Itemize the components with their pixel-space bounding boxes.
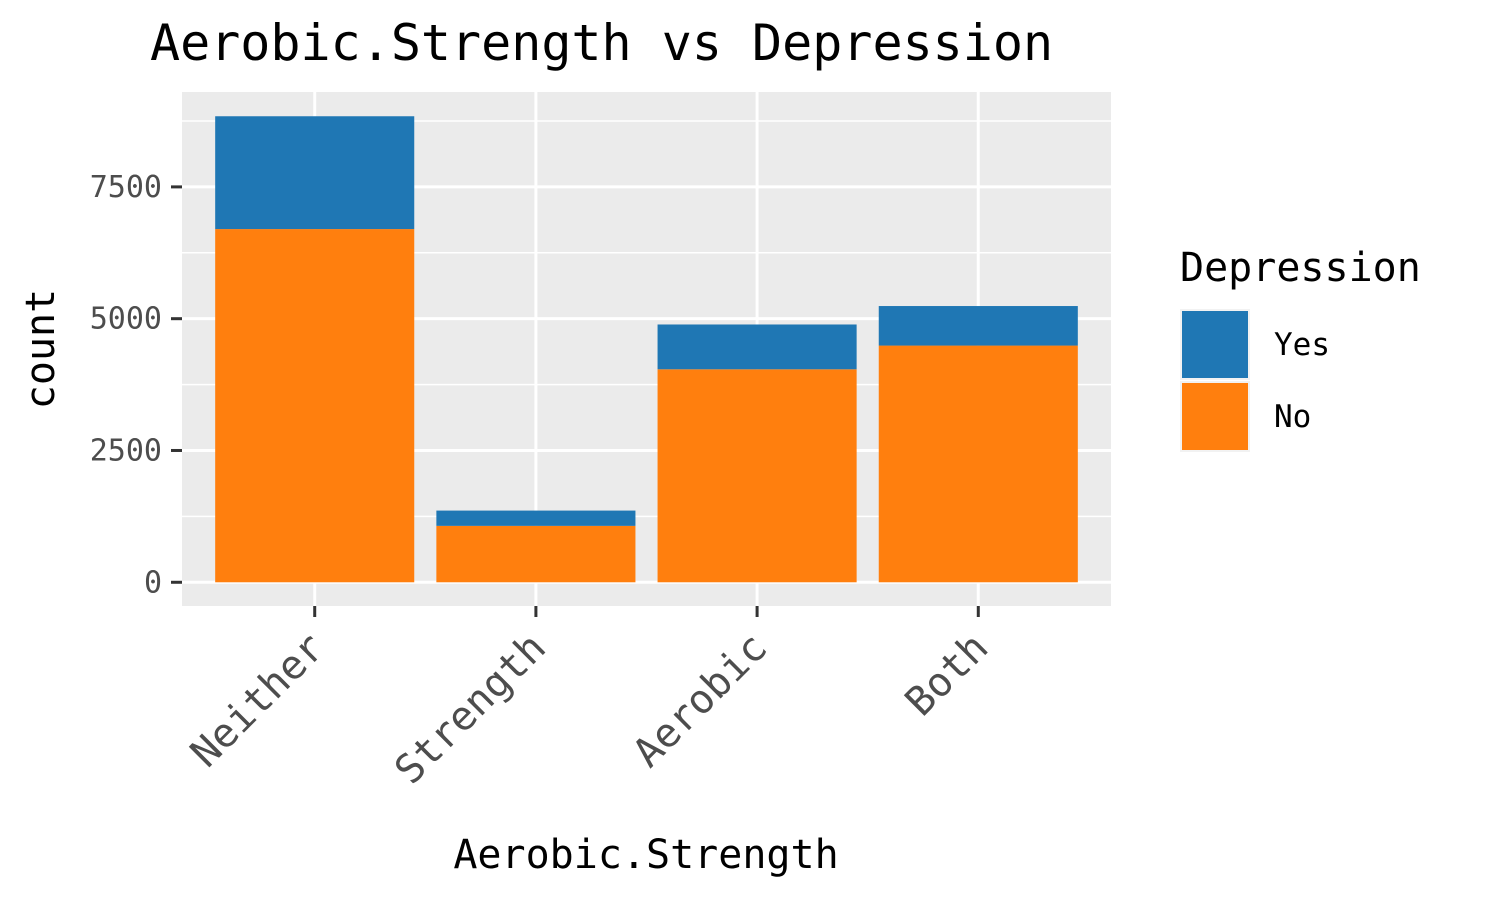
legend-label-no: No bbox=[1274, 399, 1311, 435]
y-tick-label: 7500 bbox=[90, 170, 162, 205]
bar-both-no bbox=[878, 345, 1078, 583]
x-axis-title: Aerobic.Strength bbox=[453, 832, 838, 878]
y-axis-title: count bbox=[18, 289, 64, 409]
y-tick-label: 5000 bbox=[90, 302, 162, 337]
legend-key-yes bbox=[1182, 311, 1248, 378]
x-axis: Neither Strength Aerobic Both bbox=[182, 606, 997, 793]
legend: Depression Yes No bbox=[1180, 245, 1421, 452]
bar-aerobic-no bbox=[657, 369, 857, 583]
y-tick-label: 0 bbox=[144, 565, 162, 600]
bar-strength-yes bbox=[436, 510, 636, 526]
x-tick-label: Strength bbox=[386, 625, 555, 794]
bar-neither-yes bbox=[215, 116, 415, 230]
x-tick-label: Neither bbox=[182, 625, 334, 777]
legend-label-yes: Yes bbox=[1274, 327, 1330, 363]
legend-key-no bbox=[1182, 383, 1248, 450]
chart-title: Aerobic.Strength vs Depression bbox=[150, 14, 1053, 72]
x-tick-label: Aerobic bbox=[624, 625, 776, 777]
bars bbox=[215, 116, 1078, 583]
y-axis: 0 2500 5000 7500 bbox=[90, 170, 182, 600]
bar-aerobic-yes bbox=[657, 324, 857, 370]
legend-title: Depression bbox=[1180, 245, 1421, 291]
y-tick-label: 2500 bbox=[90, 433, 162, 468]
legend-keys: Yes No bbox=[1180, 309, 1330, 452]
bar-both-yes bbox=[878, 306, 1078, 346]
bar-neither-no bbox=[215, 229, 415, 583]
bar-strength-no bbox=[436, 525, 636, 583]
x-tick-label: Both bbox=[897, 625, 998, 726]
